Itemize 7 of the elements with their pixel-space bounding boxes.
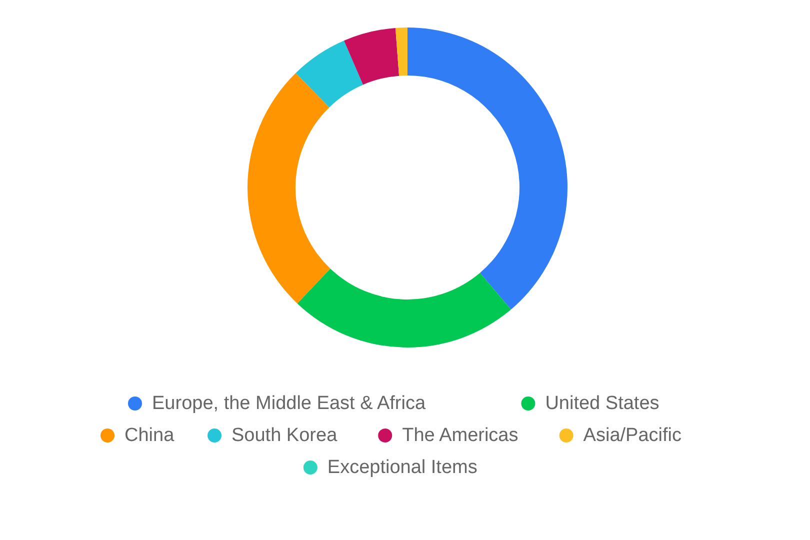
legend-label: Europe, the Middle East & Africa — [152, 393, 426, 414]
legend-label: South Korea — [232, 425, 338, 446]
legend-label: Exceptional Items — [327, 457, 478, 478]
legend-label: The Americas — [402, 425, 518, 446]
legend-label: Asia/Pacific — [583, 425, 682, 446]
legend-label: United States — [545, 393, 660, 414]
legend-label: China — [124, 425, 175, 446]
